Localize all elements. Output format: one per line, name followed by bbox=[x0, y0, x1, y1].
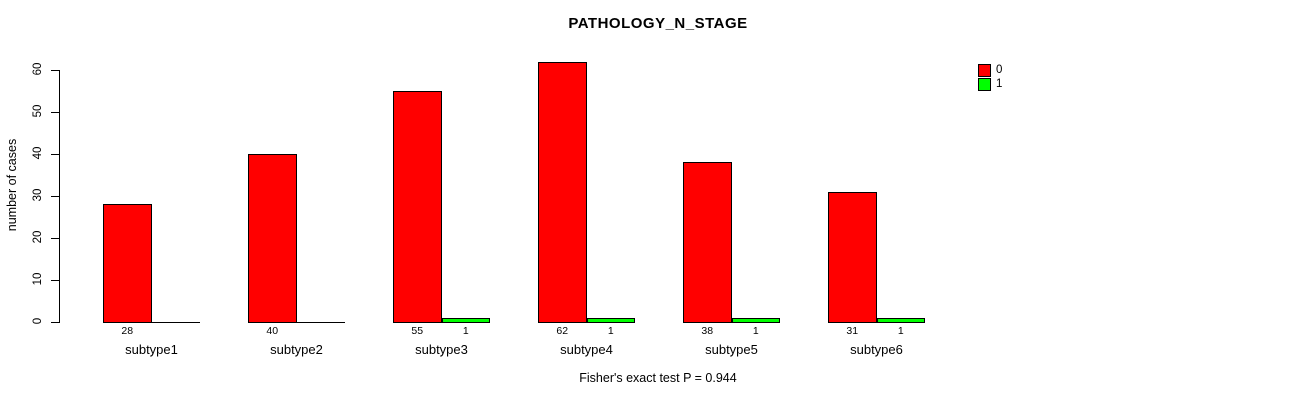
bar-series0-subtype4 bbox=[538, 62, 587, 323]
bar-series1-subtype3 bbox=[441, 318, 490, 323]
bar-series0-subtype3 bbox=[393, 91, 442, 323]
x-category-label-subtype5: subtype5 bbox=[705, 342, 758, 357]
legend-label: 1 bbox=[996, 78, 1003, 90]
y-tick-mark bbox=[51, 112, 60, 113]
bar-value-label: 62 bbox=[556, 325, 569, 337]
y-tick-mark bbox=[51, 280, 60, 281]
bar-value-label: 28 bbox=[121, 325, 134, 337]
chart-title: PATHOLOGY_N_STAGE bbox=[568, 15, 748, 32]
y-tick-mark bbox=[51, 154, 60, 155]
bar-series1-subtype2 bbox=[296, 322, 345, 323]
x-category-label-subtype2: subtype2 bbox=[270, 342, 323, 357]
legend-swatch bbox=[978, 77, 991, 91]
bar-value-label: 1 bbox=[607, 325, 614, 337]
bar-series1-subtype6 bbox=[876, 318, 925, 323]
y-tick-label: 40 bbox=[32, 146, 44, 160]
x-category-label-subtype1: subtype1 bbox=[125, 342, 178, 357]
bar-value-label: 38 bbox=[701, 325, 714, 337]
y-tick-label: 0 bbox=[32, 317, 44, 325]
bar-value-label: 1 bbox=[462, 325, 469, 337]
x-category-label-subtype4: subtype4 bbox=[560, 342, 613, 357]
y-tick-mark bbox=[51, 70, 60, 71]
bar-value-label: 40 bbox=[266, 325, 279, 337]
y-tick-label: 50 bbox=[32, 104, 44, 118]
legend-label: 0 bbox=[996, 64, 1003, 76]
x-category-label-subtype3: subtype3 bbox=[415, 342, 468, 357]
legend-item: 1 bbox=[978, 77, 1002, 91]
bar-series0-subtype1 bbox=[103, 204, 152, 323]
bar-series1-subtype5 bbox=[731, 318, 780, 323]
bar-series0-subtype2 bbox=[248, 154, 297, 323]
bar-series0-subtype6 bbox=[828, 192, 877, 323]
bar-series1-subtype4 bbox=[586, 318, 635, 323]
legend-item: 0 bbox=[978, 63, 1002, 77]
legend-swatch bbox=[978, 63, 991, 77]
y-axis-label: number of cases bbox=[5, 138, 19, 232]
y-tick-mark bbox=[51, 196, 60, 197]
bar-value-label: 55 bbox=[411, 325, 424, 337]
bar-value-label: 1 bbox=[752, 325, 759, 337]
bar-value-label: 31 bbox=[846, 325, 859, 337]
y-tick-label: 30 bbox=[32, 188, 44, 202]
y-tick-label: 20 bbox=[32, 230, 44, 244]
y-tick-mark bbox=[51, 322, 60, 323]
y-tick-mark bbox=[51, 238, 60, 239]
footer-annotation: Fisher's exact test P = 0.944 bbox=[579, 371, 737, 385]
y-tick-label: 60 bbox=[32, 62, 44, 76]
x-category-label-subtype6: subtype6 bbox=[850, 342, 903, 357]
bar-series1-subtype1 bbox=[151, 322, 200, 323]
y-tick-label: 10 bbox=[32, 272, 44, 286]
bar-series0-subtype5 bbox=[683, 162, 732, 323]
bar-value-label: 1 bbox=[897, 325, 904, 337]
